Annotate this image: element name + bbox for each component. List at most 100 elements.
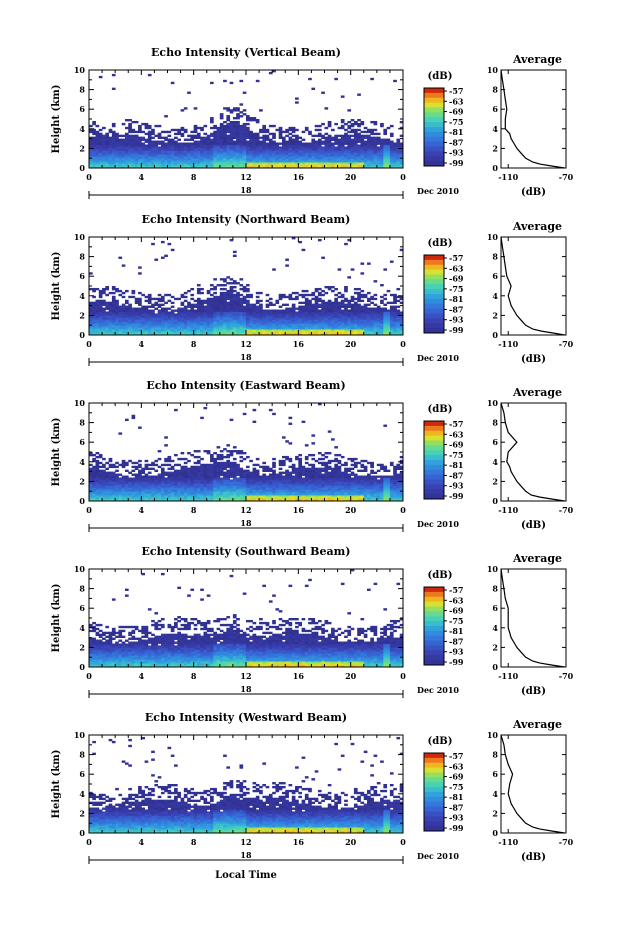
average-frame [500, 568, 567, 668]
colorbar-segment [424, 469, 444, 476]
colorbar-tick-label: -69 [449, 772, 464, 782]
x-tick-label: 12 [240, 339, 251, 349]
average-title: Average [512, 718, 562, 731]
colorbar-tick-label: -81 [449, 460, 463, 470]
colorbar-segment [424, 826, 444, 832]
avg-x-tick-label: -70 [559, 837, 574, 847]
y-tick-label: 0 [79, 330, 85, 340]
x-tick-label: 20 [345, 837, 357, 847]
average-title: Average [512, 386, 562, 399]
avg-y-tick-label: 4 [492, 457, 498, 467]
x-tick-label: 8 [191, 505, 197, 515]
average-profile-line [500, 236, 565, 336]
date-label: Dec 2010 [417, 186, 459, 196]
colorbar-tick-label: -99 [449, 158, 464, 168]
average-title: Average [512, 552, 562, 565]
avg-x-tick-label: -110 [498, 837, 518, 847]
average-frame [500, 734, 567, 834]
colorbar-segment [424, 772, 444, 778]
day-label: 18 [240, 850, 252, 860]
colorbar-segment [424, 97, 444, 104]
colorbar-segment [424, 421, 444, 427]
avg-x-tick-label: -110 [498, 505, 518, 515]
colorbar-tick-label: -75 [449, 117, 463, 127]
colorbar-segment [424, 494, 444, 500]
colorbar-tick-label: -69 [449, 274, 464, 284]
colorbar-segment [424, 131, 444, 138]
colorbar-segment [424, 435, 444, 442]
colorbar-segment [424, 455, 444, 461]
avg-y-tick-label: 10 [487, 65, 499, 75]
x-tick-label: 16 [293, 505, 305, 515]
x-tick-label: 20 [345, 505, 357, 515]
x-tick-label: 20 [345, 671, 357, 681]
x-tick-label: 4 [139, 505, 145, 515]
colorbar-segment [424, 141, 444, 148]
colorbar-segment [424, 117, 444, 123]
average-frame [500, 402, 567, 502]
colorbar-tick-label: -99 [449, 657, 464, 667]
panel-5: Echo Intensity (Westward Beam) 0 2 4 6 8 10 0 4 8… [51, 711, 574, 864]
colorbar-segment [424, 587, 444, 593]
average-profile-line [500, 69, 565, 169]
y-tick-label: 2 [79, 642, 85, 652]
colorbar-segment [424, 660, 444, 666]
colorbar-tick-label: -69 [449, 606, 464, 616]
avg-y-tick-label: 8 [492, 584, 498, 594]
x-tick-label: 0 [400, 505, 406, 515]
y-axis-label: Height (km) [51, 252, 62, 321]
avg-y-tick-label: 8 [492, 252, 498, 262]
y-tick-label: 8 [79, 584, 85, 594]
colorbar-segment [424, 782, 444, 788]
colorbar-tick-label: -87 [449, 137, 463, 147]
panel-1: Echo Intensity (Vertical Beam) 0 2 4 6 8 10 0 4 8… [51, 46, 574, 199]
avg-x-label: (dB) [521, 852, 546, 863]
y-tick-label: 8 [79, 252, 85, 262]
colorbar-segment [424, 269, 444, 276]
colorbar-segment [424, 464, 444, 471]
x-tick-label: 0 [86, 671, 92, 681]
colorbar-segment [424, 821, 444, 827]
colorbar-segment [424, 489, 444, 495]
colorbar-segment [424, 92, 444, 99]
y-tick-label: 2 [79, 310, 85, 320]
y-tick-label: 6 [79, 769, 85, 779]
panel-3: Echo Intensity (Eastward Beam) 0 2 4 6 8 10 0 4 8… [51, 379, 574, 532]
y-axis-label: Height (km) [51, 750, 62, 819]
x-tick-label: 12 [240, 172, 251, 182]
avg-y-tick-label: 0 [492, 662, 498, 672]
colorbar-tick-label: -81 [449, 792, 463, 802]
x-tick-label: 16 [293, 671, 305, 681]
avg-y-tick-label: 4 [492, 789, 498, 799]
x-tick-label: 8 [191, 671, 197, 681]
y-tick-label: 8 [79, 750, 85, 760]
colorbar-segment [424, 777, 444, 783]
date-label: Dec 2010 [417, 685, 459, 695]
colorbar-segment [424, 796, 444, 803]
colorbar-segment [424, 650, 444, 656]
avg-y-tick-label: 4 [492, 291, 498, 301]
x-tick-label: 20 [345, 339, 357, 349]
colorbar-tick-label: -93 [449, 481, 464, 491]
colorbar-tick-label: -87 [449, 802, 463, 812]
avg-y-tick-label: 4 [492, 124, 498, 134]
y-tick-label: 2 [79, 143, 85, 153]
colorbar-segment [424, 484, 444, 490]
avg-y-tick-label: 2 [492, 476, 498, 486]
colorbar-segment [424, 308, 444, 315]
x-tick-label: 16 [293, 837, 305, 847]
y-tick-label: 0 [79, 662, 85, 672]
colorbar-tick-label: -99 [449, 325, 464, 335]
colorbar-segment [424, 255, 444, 261]
colorbar-segment [424, 445, 444, 451]
x-tick-label: 4 [139, 671, 145, 681]
colorbar-tick-label: -87 [449, 470, 463, 480]
panel-2: Echo Intensity (Northward Beam) 0 2 4 6 8 10 0 4… [51, 213, 574, 366]
avg-y-tick-label: 8 [492, 85, 498, 95]
colorbar-segment [424, 630, 444, 637]
colorbar-label: (dB) [428, 404, 453, 415]
x-tick-label: 8 [191, 339, 197, 349]
colorbar-label: (dB) [428, 238, 453, 249]
y-tick-label: 10 [74, 730, 86, 740]
y-axis-label: Height (km) [51, 418, 62, 487]
